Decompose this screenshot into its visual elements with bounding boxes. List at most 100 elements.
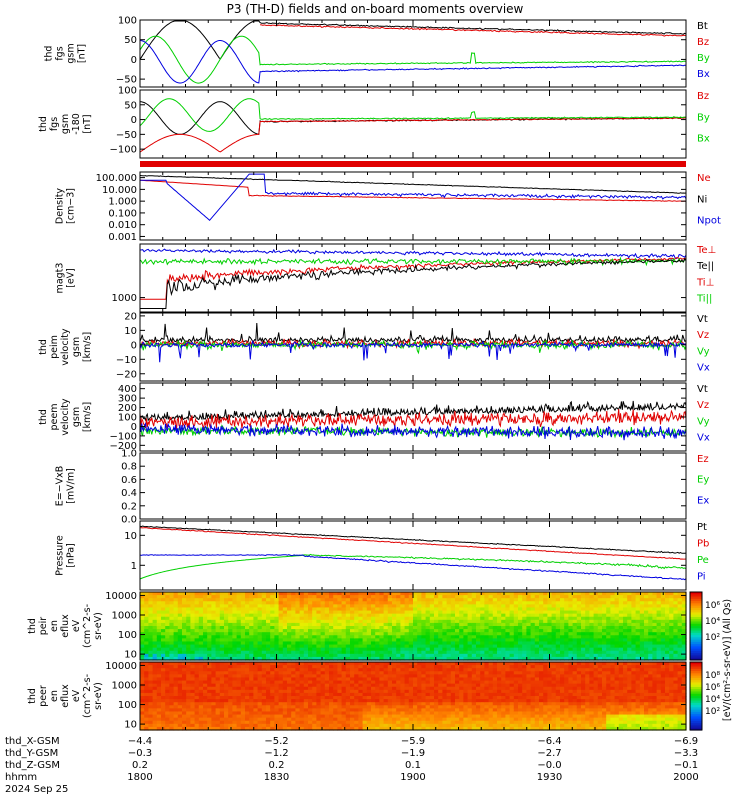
heat-cell [371,650,376,655]
heat-cell [463,726,469,731]
heat-cell [408,720,414,725]
heat-cell [371,635,376,639]
heat-cell [350,641,355,646]
heat-cell [337,647,343,652]
heat-cell [316,711,322,716]
heat-cell [371,613,376,618]
heat-cell [182,656,187,661]
heat-cell [371,717,376,722]
heat-cell [476,671,481,675]
heat-cell [383,662,389,666]
heat-cell [417,613,422,618]
heat-cell [656,604,662,609]
heat-cell [287,598,292,602]
heat-cell [455,714,460,719]
heat-cell [513,717,519,722]
heat-cell [543,641,548,646]
heat-cell [261,686,267,691]
heat-cell [215,632,221,636]
heat-cell [501,720,506,725]
heat-cell [392,671,397,675]
heat-cell [547,610,553,615]
heat-cell [354,668,359,672]
heat-cell [610,641,616,646]
heat-cell [631,656,637,661]
heat-cell [312,613,317,618]
heat-cell [476,595,481,599]
heat-cell [207,610,212,615]
heat-cell [207,616,212,621]
heat-cell [249,686,254,691]
heat-cell [530,616,536,621]
heat-cell [534,705,540,709]
heat-cell [203,686,208,691]
heat-cell [232,692,238,697]
heat-cell [173,714,179,719]
heat-cell [375,726,380,731]
heat-cell [190,613,196,618]
heat-cell [417,680,422,685]
heat-cell [240,610,246,615]
heat-cell [492,613,498,618]
heat-cell [471,720,477,725]
heat-cell [597,629,603,633]
heat-cell [438,702,443,706]
heat-cell [371,708,376,713]
heat-cell [665,641,670,646]
heat-cell [215,723,221,728]
heat-cell [518,592,523,596]
heat-cell [606,619,611,624]
heat-cell [219,638,225,643]
heat-cell [177,665,183,669]
heat-cell [362,656,368,661]
heat-cell [144,635,149,639]
heat-cell [274,632,280,636]
heat-cell [320,629,326,633]
heat-cell [287,622,292,627]
heat-cell [387,647,393,652]
heat-cell [413,632,418,636]
heat-cell [450,686,456,691]
heat-cell [593,629,599,633]
heat-cell [467,683,473,688]
heat-cell [350,604,355,609]
heat-cell [312,644,317,649]
heat-cell [156,613,162,618]
heat-cell [681,607,687,612]
heat-cell [581,592,586,596]
heat-cell [198,601,204,605]
heat-cell [173,629,179,633]
heat-cell [492,705,498,709]
heat-cell [669,641,674,646]
heat-cell [660,613,666,618]
heat-cell [425,671,431,675]
heat-cell [362,668,368,672]
heat-cell [484,665,490,669]
heat-cell [425,610,431,615]
heat-cell [421,616,427,621]
heat-cell [446,696,452,700]
heat-cell [408,696,414,700]
heat-cell [345,699,351,703]
heat-cell [681,604,687,609]
heat-cell [429,601,435,605]
heat-cell [308,641,313,646]
heat-cell [505,635,511,639]
heat-cell [144,686,149,691]
heat-cell [539,622,544,627]
heat-cell [295,656,301,661]
heat-cell [400,647,406,652]
heat-cell [232,674,238,679]
heat-cell [345,656,351,661]
heat-cell [459,638,464,643]
heat-cell [249,626,254,630]
heat-cell [593,626,599,630]
heat-cell [299,714,305,719]
heat-cell [530,699,536,703]
heat-cell [522,647,527,652]
heat-cell [207,726,212,731]
heat-cell [345,613,351,618]
heat-cell [627,613,632,618]
heat-cell [505,656,511,661]
heat-cell [324,662,330,666]
